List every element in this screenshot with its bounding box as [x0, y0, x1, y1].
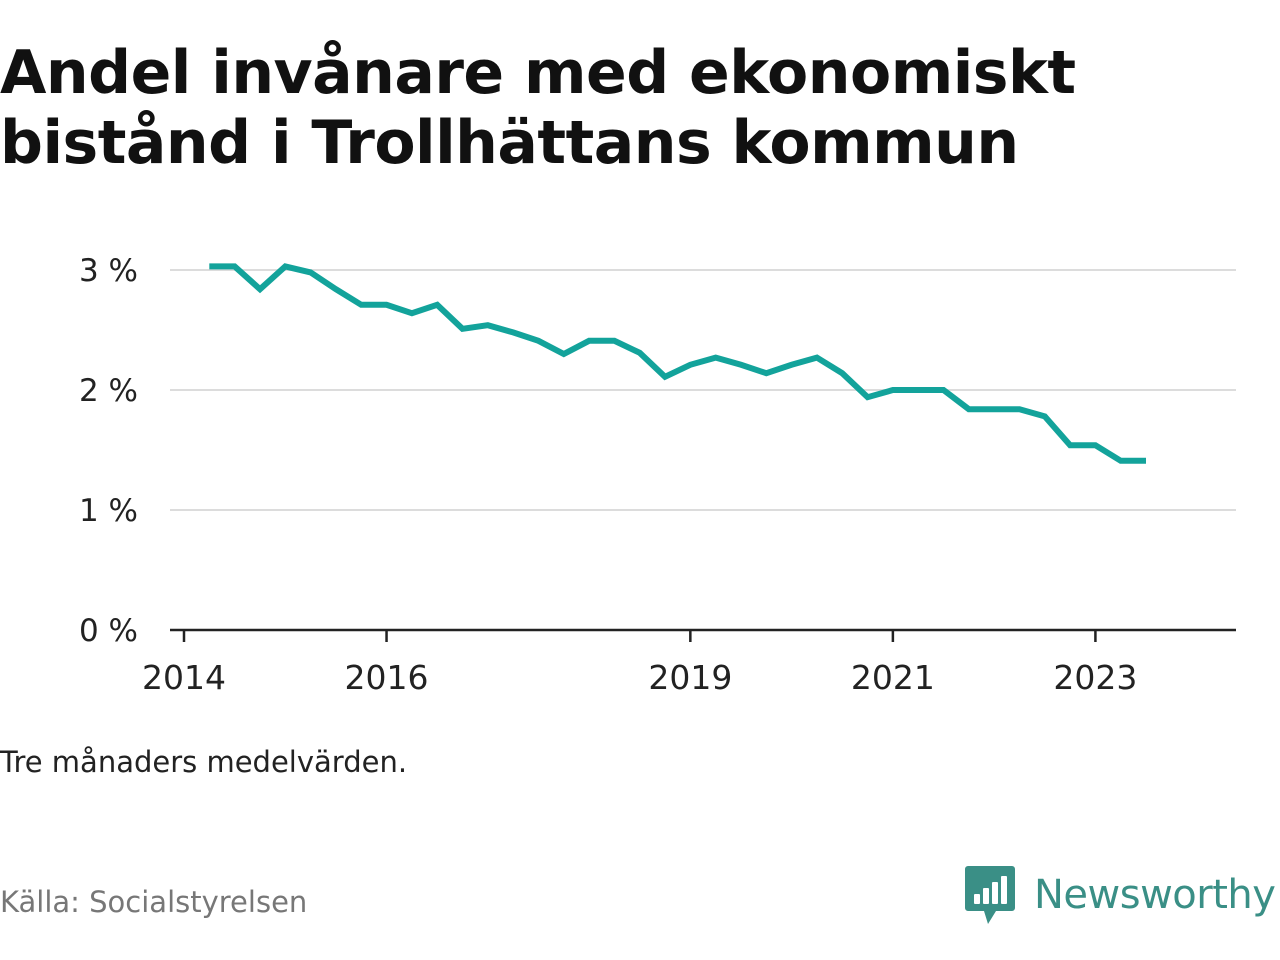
- data-point: [260, 289, 261, 290]
- y-tick-label: 3 %: [79, 253, 138, 289]
- data-point: [234, 266, 235, 267]
- y-tick-label: 2 %: [79, 373, 138, 409]
- data-point: [386, 304, 387, 305]
- y-tick-label: 1 %: [79, 493, 138, 529]
- data-point: [1146, 460, 1147, 461]
- data-point: [1120, 460, 1121, 461]
- data-point: [589, 340, 590, 341]
- brand-logo: Newsworthy: [964, 864, 1276, 926]
- x-tick-label: 2023: [1053, 658, 1137, 697]
- y-tick-labels: 0 % 1 % 2 % 3 %: [79, 253, 138, 649]
- data-point: [1044, 416, 1045, 417]
- chart-title: Andel invånare med ekonomiskt bistånd i …: [0, 38, 1076, 178]
- data-point: [563, 354, 564, 355]
- series-layer: [209, 263, 1147, 464]
- data-point: [513, 332, 514, 333]
- data-point: [462, 328, 463, 329]
- x-tick-label: 2019: [648, 658, 732, 697]
- data-point: [335, 289, 336, 290]
- data-point: [361, 304, 362, 305]
- data-point: [968, 409, 969, 410]
- data-point: [665, 376, 666, 377]
- data-point: [614, 340, 615, 341]
- data-point: [639, 352, 640, 353]
- data-point: [867, 397, 868, 398]
- data-point: [1019, 409, 1020, 410]
- data-point: [487, 325, 488, 326]
- x-tick-labels: 2014 2016 2019 2021 2023: [142, 658, 1137, 697]
- brand-name: Newsworthy: [1034, 872, 1276, 918]
- data-point: [766, 373, 767, 374]
- line-chart: 0 % 1 % 2 % 3 % 2014 2016 2019 2021 2023: [79, 253, 1236, 697]
- y-gridlines: [170, 269, 1236, 511]
- data-point: [538, 340, 539, 341]
- data-point: [892, 390, 893, 391]
- data-point: [209, 266, 210, 267]
- data-point: [411, 313, 412, 314]
- bar-chart-speech-bubble-icon: [965, 866, 1015, 924]
- series-line: [209, 263, 1146, 464]
- data-point: [690, 364, 691, 365]
- data-point: [285, 266, 286, 267]
- chart-note: Tre månaders medelvärden.: [0, 745, 408, 779]
- data-point: [310, 272, 311, 273]
- data-point: [437, 304, 438, 305]
- x-ticks: [182, 630, 1097, 642]
- x-tick-label: 2016: [345, 658, 429, 697]
- y-tick-label: 0 %: [79, 613, 138, 649]
- data-point: [1095, 445, 1096, 446]
- data-point: [943, 390, 944, 391]
- data-point: [1070, 445, 1071, 446]
- data-point: [791, 364, 792, 365]
- data-point: [816, 357, 817, 358]
- data-point: [918, 390, 919, 391]
- data-point: [994, 409, 995, 410]
- source-credit: Källa: Socialstyrelsen: [0, 885, 308, 919]
- x-tick-label: 2014: [142, 658, 226, 697]
- series-line-group: [209, 263, 1147, 464]
- x-tick-label: 2021: [851, 658, 935, 697]
- data-point: [715, 357, 716, 358]
- data-point: [842, 373, 843, 374]
- data-point: [741, 364, 742, 365]
